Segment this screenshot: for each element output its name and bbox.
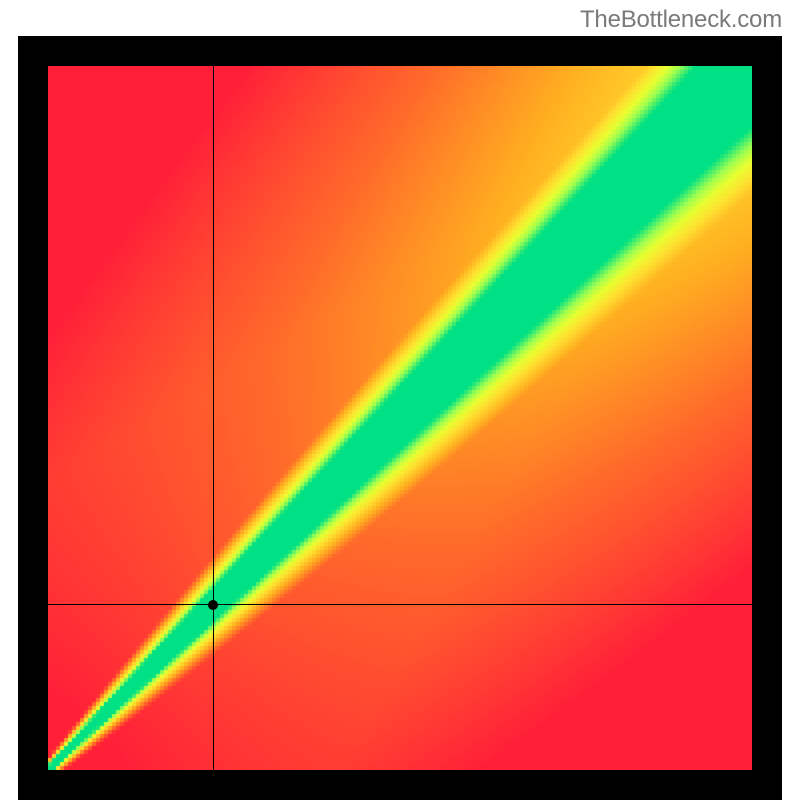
- chart-frame: [18, 36, 782, 800]
- heatmap-plot: [48, 66, 752, 770]
- watermark: TheBottleneck.com: [580, 6, 782, 34]
- crosshair-vertical: [213, 66, 214, 770]
- heatmap-canvas: [48, 66, 752, 770]
- crosshair-horizontal: [48, 604, 752, 605]
- crosshair-marker: [208, 600, 218, 610]
